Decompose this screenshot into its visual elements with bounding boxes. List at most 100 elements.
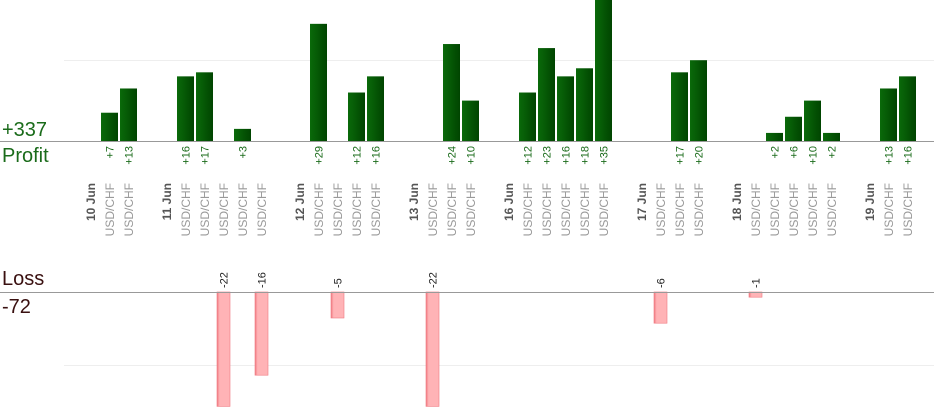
day-label: 13 Jun bbox=[407, 183, 421, 221]
profit-value-label: +2 bbox=[827, 146, 839, 159]
loss-value-label: -22 bbox=[219, 272, 231, 288]
profit-value-label: +16 bbox=[181, 146, 193, 165]
profit-value-label: +3 bbox=[238, 146, 250, 159]
profit-bar bbox=[785, 116, 802, 141]
loss-bar bbox=[425, 291, 440, 407]
pair-tick-label: USD/CHF bbox=[103, 183, 117, 236]
day-label: 19 Jun bbox=[863, 183, 877, 221]
loss-bar bbox=[330, 291, 345, 319]
profit-bar bbox=[576, 68, 593, 141]
pair-tick-label: USD/CHF bbox=[673, 183, 687, 236]
pair-tick-label: USD/CHF bbox=[122, 183, 136, 236]
profit-value-label: +2 bbox=[770, 146, 782, 159]
pair-tick-label: USD/CHF bbox=[198, 183, 212, 236]
pair-tick-label: USD/CHF bbox=[312, 183, 326, 236]
profit-bar bbox=[823, 132, 840, 141]
profit-total: +337 bbox=[2, 119, 48, 141]
pair-tick-label: USD/CHF bbox=[882, 183, 896, 236]
profit-bar bbox=[367, 76, 384, 141]
pair-tick-label: USD/CHF bbox=[692, 183, 706, 236]
profit-bar bbox=[557, 76, 574, 141]
profit-value-label: +18 bbox=[580, 146, 592, 165]
profit-bar bbox=[348, 92, 365, 141]
profit-value-label: +16 bbox=[903, 146, 915, 165]
profit-value-label: +35 bbox=[599, 146, 611, 165]
profit-bar bbox=[443, 44, 460, 141]
pair-tick-label: USD/CHF bbox=[806, 183, 820, 236]
loss-bar bbox=[254, 291, 269, 376]
day-label: 16 Jun bbox=[502, 183, 516, 221]
pair-tick-label: USD/CHF bbox=[369, 183, 383, 236]
profit-value-label: +13 bbox=[124, 146, 136, 165]
pair-tick-label: USD/CHF bbox=[179, 183, 193, 236]
loss-value-label: -16 bbox=[257, 272, 269, 288]
profit-value-label: +6 bbox=[789, 146, 801, 159]
profit-value-label: +10 bbox=[808, 146, 820, 165]
pair-tick-label: USD/CHF bbox=[426, 183, 440, 236]
profit-value-label: +13 bbox=[884, 146, 896, 165]
profit-bar bbox=[538, 48, 555, 141]
pair-tick-label: USD/CHF bbox=[825, 183, 839, 236]
loss-bar bbox=[216, 291, 231, 407]
pair-tick-label: USD/CHF bbox=[787, 183, 801, 236]
profit-word: Profit bbox=[2, 145, 49, 167]
profit-value-label: +16 bbox=[371, 146, 383, 165]
profit-bar bbox=[234, 128, 251, 141]
loss-value-label: -6 bbox=[656, 278, 668, 288]
profit-value-label: +23 bbox=[542, 146, 554, 165]
loss-total: -72 bbox=[2, 296, 31, 318]
pair-tick-label: USD/CHF bbox=[901, 183, 915, 236]
pair-tick-label: USD/CHF bbox=[236, 183, 250, 236]
pair-tick-label: USD/CHF bbox=[559, 183, 573, 236]
profit-bar bbox=[899, 76, 916, 141]
pair-tick-label: USD/CHF bbox=[597, 183, 611, 236]
pair-tick-label: USD/CHF bbox=[768, 183, 782, 236]
profit-bar bbox=[196, 72, 213, 141]
pair-tick-label: USD/CHF bbox=[521, 183, 535, 236]
profit-bar bbox=[310, 23, 327, 142]
profit-bar bbox=[766, 132, 783, 141]
profit-bar bbox=[177, 76, 194, 141]
profit-bar bbox=[519, 92, 536, 141]
day-label: 10 Jun bbox=[84, 183, 98, 221]
day-label: 11 Jun bbox=[160, 183, 174, 220]
profit-value-label: +12 bbox=[523, 146, 535, 165]
loss-value-label: -1 bbox=[751, 278, 763, 288]
pair-tick-label: USD/CHF bbox=[654, 183, 668, 236]
profit-bar bbox=[690, 60, 707, 142]
pair-tick-label: USD/CHF bbox=[749, 183, 763, 236]
profit-value-label: +20 bbox=[694, 146, 706, 165]
profit-bar bbox=[101, 112, 118, 141]
profit-bar bbox=[880, 88, 897, 141]
loss-value-label: -22 bbox=[428, 272, 440, 288]
profit-value-label: +7 bbox=[105, 146, 117, 159]
day-label: 18 Jun bbox=[730, 183, 744, 221]
pair-tick-label: USD/CHF bbox=[540, 183, 554, 236]
profit-value-label: +17 bbox=[675, 146, 687, 165]
loss-bar bbox=[653, 291, 668, 324]
day-label: 12 Jun bbox=[293, 183, 307, 221]
pair-tick-label: USD/CHF bbox=[464, 183, 478, 236]
profit-value-label: +17 bbox=[200, 146, 212, 165]
pair-tick-label: USD/CHF bbox=[255, 183, 269, 236]
profit-bar bbox=[671, 72, 688, 141]
pair-tick-label: USD/CHF bbox=[217, 183, 231, 236]
day-label: 17 Jun bbox=[635, 183, 649, 221]
pair-tick-label: USD/CHF bbox=[578, 183, 592, 236]
profit-value-label: +12 bbox=[352, 146, 364, 165]
profit-value-label: +16 bbox=[561, 146, 573, 165]
profit-bar bbox=[120, 88, 137, 141]
loss-value-label: -5 bbox=[333, 278, 345, 288]
loss-word: Loss bbox=[2, 268, 45, 290]
profit-bar bbox=[595, 0, 612, 141]
pair-tick-label: USD/CHF bbox=[445, 183, 459, 236]
pair-tick-label: USD/CHF bbox=[350, 183, 364, 236]
profit-value-label: +10 bbox=[466, 146, 478, 165]
pair-tick-label: USD/CHF bbox=[331, 183, 345, 236]
profit-value-label: +29 bbox=[314, 146, 326, 165]
profit-bar bbox=[804, 100, 821, 141]
profit-bar bbox=[462, 100, 479, 141]
profit-value-label: +24 bbox=[447, 146, 459, 165]
